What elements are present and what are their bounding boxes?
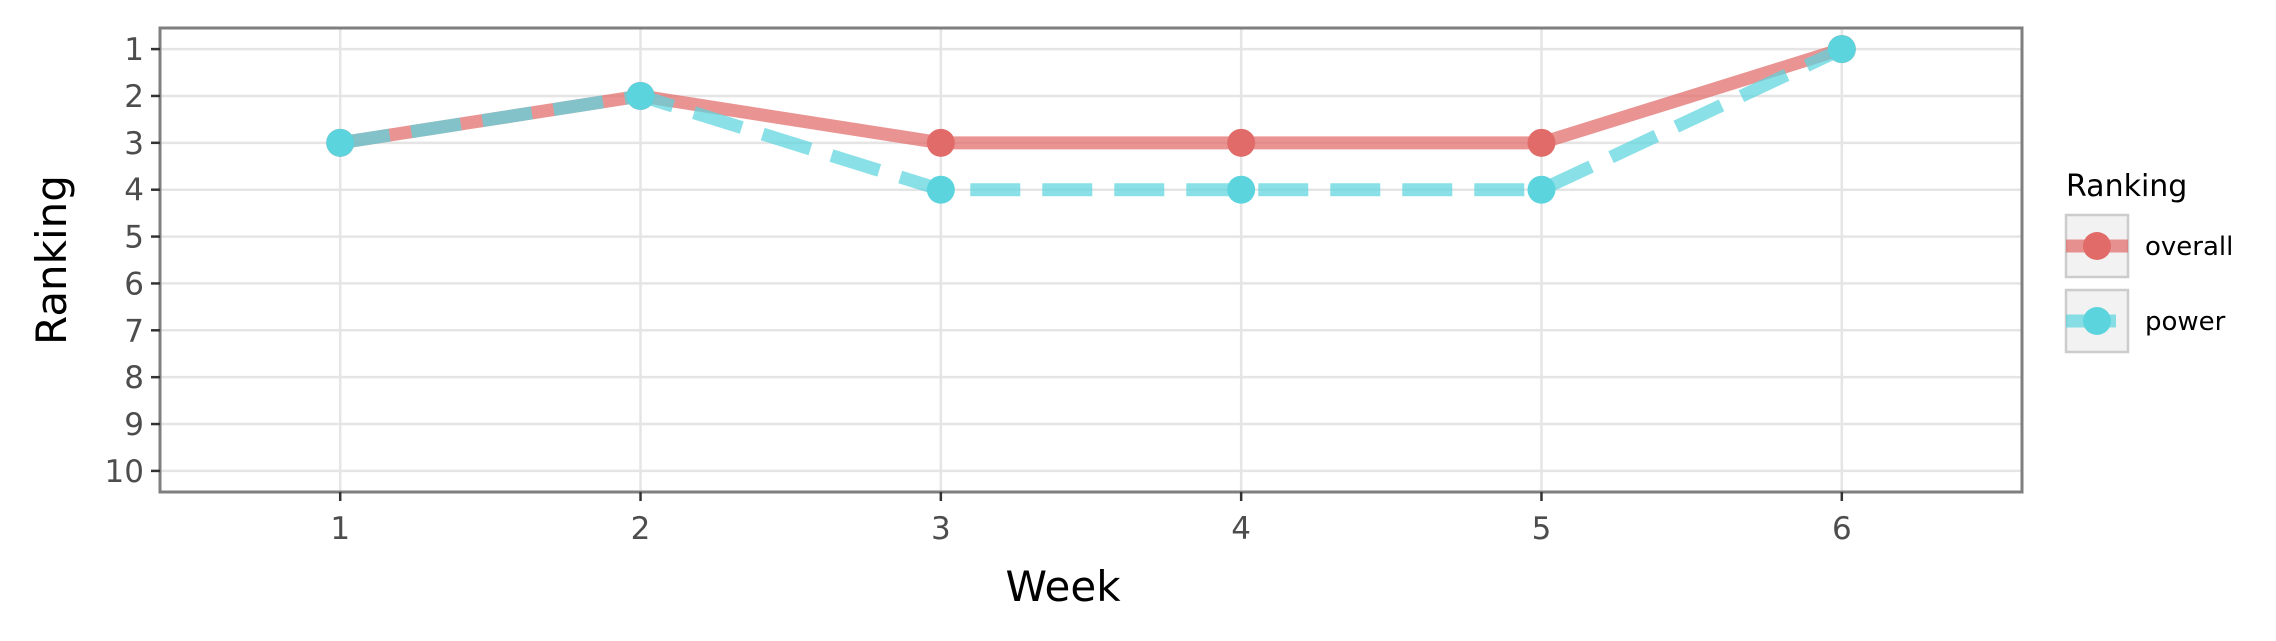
y-tick-label: 6: [124, 266, 144, 302]
data-point-power: [326, 128, 355, 157]
y-axis-title: Ranking: [27, 175, 76, 345]
data-point-overall: [926, 128, 955, 157]
x-axis-title: Week: [1005, 562, 1121, 611]
y-tick-label: 8: [124, 360, 144, 396]
data-point-overall: [1227, 128, 1256, 157]
series-line-power: [339, 43, 1845, 197]
legend-label-overall: overall: [2145, 232, 2233, 262]
series-lines: [339, 42, 1845, 197]
legend-label-power: power: [2145, 307, 2226, 337]
series-points: [326, 35, 1856, 204]
x-tick-label: 2: [631, 511, 651, 547]
data-point-power: [926, 175, 955, 204]
x-axis-ticks: 1 2 3 4 5 6: [330, 492, 1852, 547]
x-tick-label: 4: [1231, 511, 1251, 547]
y-tick-label: 10: [105, 454, 144, 490]
y-axis-ticks: 1 2 3 4 5 6 7 8 9 10: [105, 32, 160, 490]
y-tick-label: 2: [124, 79, 144, 115]
x-tick-label: 3: [931, 511, 951, 547]
data-point-power: [1527, 175, 1556, 204]
legend-key-point-power: [2083, 307, 2111, 335]
y-tick-label: 9: [124, 407, 144, 443]
y-tick-label: 5: [124, 220, 144, 256]
data-point-overall: [1527, 128, 1556, 157]
y-tick-label: 1: [124, 32, 144, 68]
plot-border: [158, 26, 2024, 494]
y-tick-label: 7: [124, 313, 144, 349]
data-point-power: [1827, 35, 1856, 64]
data-point-power: [1227, 175, 1256, 204]
y-tick-label: 4: [124, 173, 144, 209]
data-point-power: [626, 81, 655, 110]
legend-title: Ranking: [2066, 169, 2187, 204]
y-tick-label: 3: [124, 126, 144, 162]
legend-key-point-overall: [2083, 232, 2111, 260]
x-tick-label: 5: [1532, 511, 1552, 547]
x-tick-label: 1: [330, 511, 350, 547]
legend: Ranking overall power: [2064, 169, 2233, 354]
x-tick-label: 6: [1832, 511, 1852, 547]
